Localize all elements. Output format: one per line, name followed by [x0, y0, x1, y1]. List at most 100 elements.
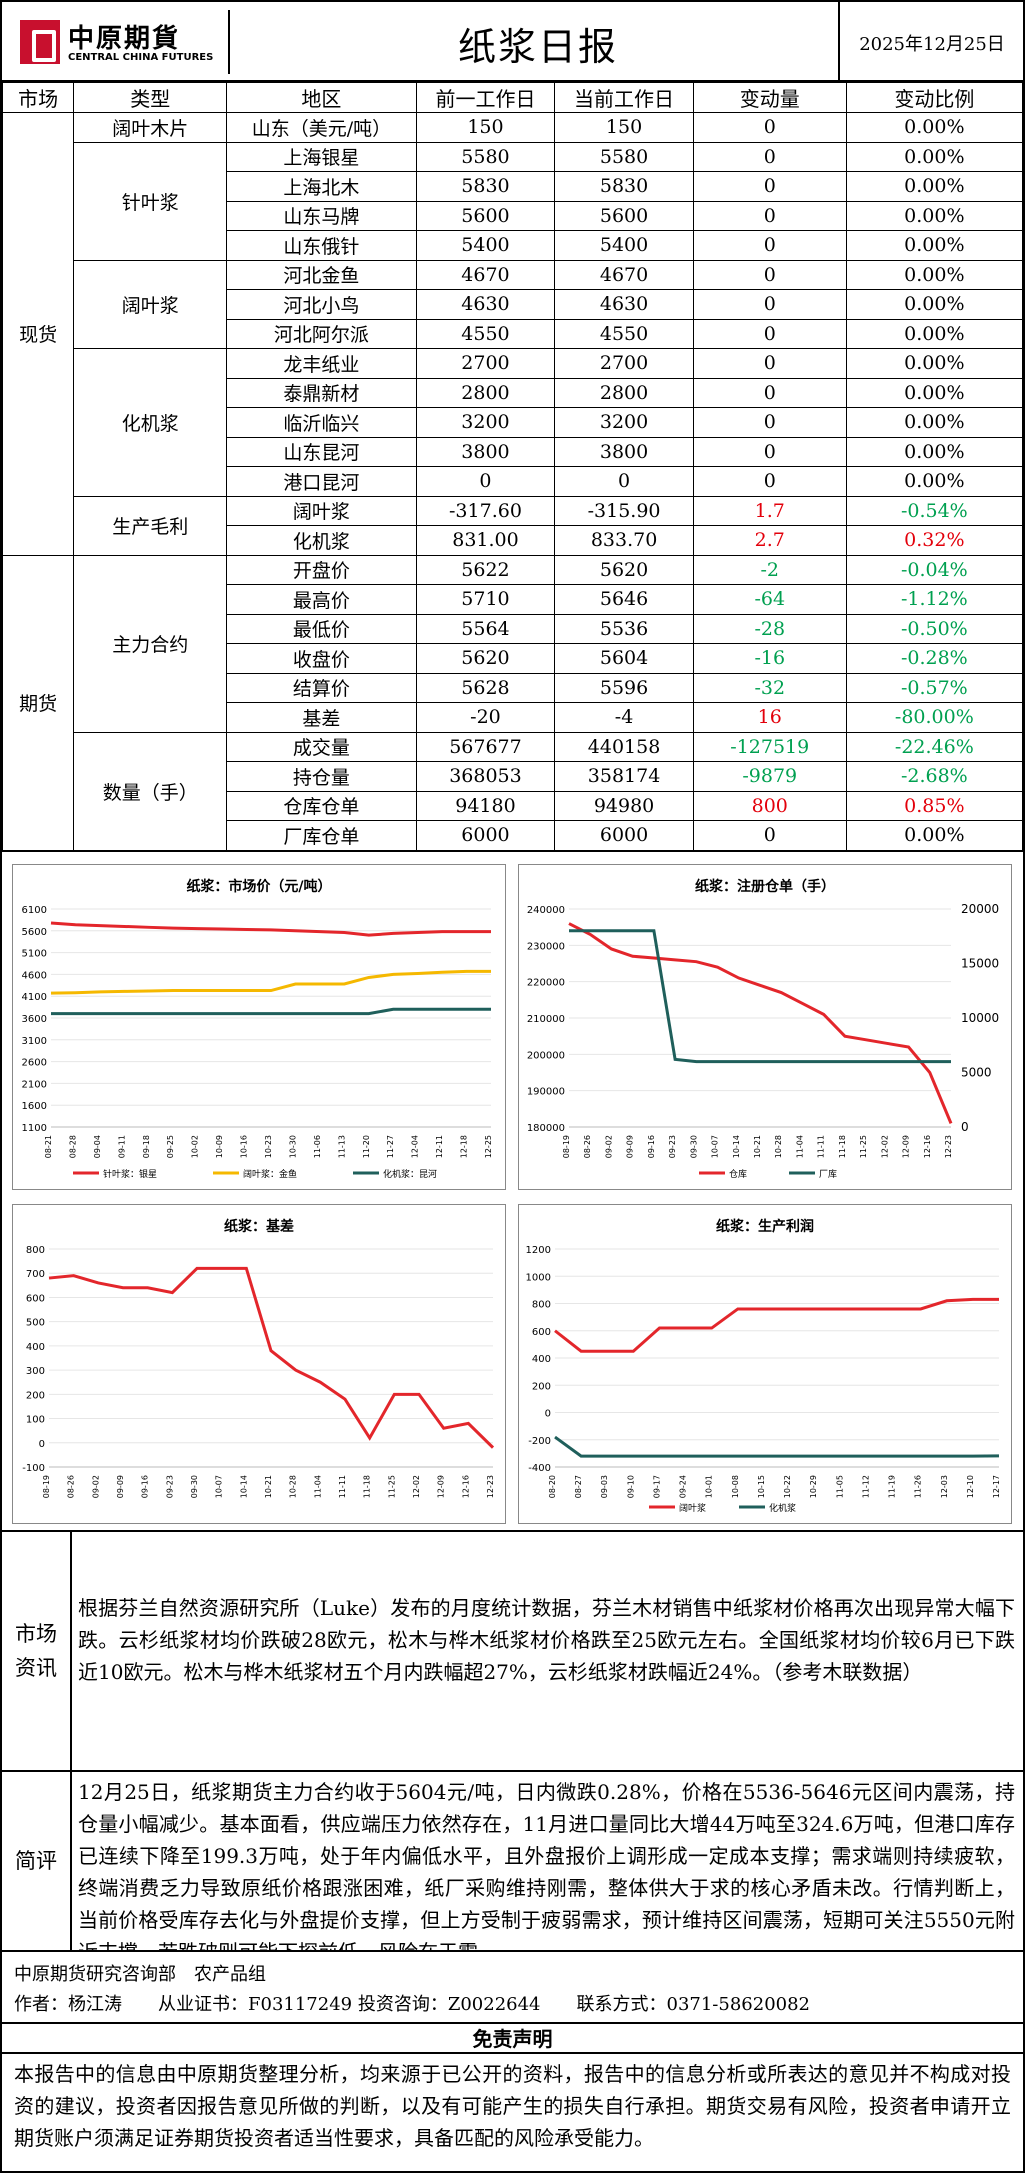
pct-cell: 0.00%: [845, 200, 1024, 231]
x-tick-label: 09-10: [626, 1475, 635, 1498]
prev-cell: 5620: [415, 643, 556, 674]
x-tick-label: 11-12: [861, 1475, 870, 1498]
cur-cell: 150: [554, 112, 694, 143]
company-logo: 中原期貨 CENTRAL CHINA FUTURES: [10, 10, 230, 74]
x-tick-label: 08-19: [562, 1135, 571, 1158]
region-cell: 成交量: [226, 731, 417, 762]
x-tick-label: 11-19: [888, 1475, 897, 1498]
x-tick-label: 10-07: [711, 1135, 720, 1158]
region-cell: 山东（美元/吨）: [226, 112, 417, 143]
series-line: [48, 1266, 495, 1449]
pct-cell: 0.00%: [845, 318, 1024, 349]
chg-cell: 0: [692, 377, 847, 408]
y-tick-label: 230000: [527, 941, 565, 952]
y2-tick-label: 5000: [961, 1066, 992, 1080]
cur-cell: 5646: [554, 584, 694, 615]
column-header: 类型: [73, 82, 228, 113]
prev-cell: 94180: [415, 790, 556, 821]
chg-cell: 0: [692, 436, 847, 467]
x-tick-label: 10-15: [757, 1475, 766, 1498]
region-cell: 仓库仓单: [226, 790, 417, 821]
x-tick-label: 09-24: [679, 1475, 688, 1498]
y-tick-label: 180000: [527, 1123, 565, 1134]
news-label: 市场资讯: [2, 1532, 72, 1770]
table-row: 基差 -20 -4 16 -80.00%: [3, 702, 1024, 733]
y-tick-label: 200: [532, 1381, 551, 1392]
series-line: [50, 969, 491, 995]
table-row: 生产毛利 阔叶浆 -317.60 -315.90 1.7 -0.54%: [3, 495, 1024, 556]
x-tick-label: 12-16: [461, 1475, 470, 1498]
table-row: 化机浆 龙丰纸业 2700 2700 0 0.00%: [3, 348, 1024, 497]
table-row: 港口昆河 0 0 0 0.00%: [3, 466, 1024, 497]
region-cell: 最低价: [226, 613, 417, 644]
cur-cell: 6000: [554, 820, 694, 851]
table-row: 阔叶浆 河北金鱼 4670 4670 0 0.00%: [3, 259, 1024, 349]
prev-cell: 831.00: [415, 525, 556, 556]
table-row: 收盘价 5620 5604 -16 -0.28%: [3, 643, 1024, 674]
x-tick-label: 11-26: [914, 1475, 923, 1498]
chart-production-profit: 纸浆：生产利润 1200 1000 800 600 400 200 0 -200 -400 08-2…: [518, 1204, 1012, 1524]
prev-cell: -20: [415, 702, 556, 733]
type-cell: 生产毛利: [73, 495, 228, 556]
author-info: 作者：杨江涛 从业证书：F03117249 投资咨询：Z0022644 联系方式…: [14, 1994, 811, 2015]
x-tick-label: 09-25: [166, 1135, 175, 1158]
x-tick-label: 11-04: [795, 1135, 804, 1158]
prev-cell: 2800: [415, 377, 556, 408]
x-tick-label: 09-18: [142, 1135, 151, 1158]
pct-cell: 0.85%: [845, 790, 1024, 821]
news-text: 根据芬兰自然资源研究所（Luke）发布的月度统计数据，芬兰木材销售中纸浆材价格再…: [78, 1596, 1015, 1684]
y-tick-label: 5600: [22, 927, 47, 938]
prev-cell: 5564: [415, 613, 556, 644]
region-cell: 化机浆: [226, 525, 417, 556]
prev-cell: 5830: [415, 171, 556, 202]
y-tick-label: 3600: [22, 1014, 47, 1025]
x-tick-label: 12-23: [486, 1475, 495, 1498]
region-cell: 山东昆河: [226, 436, 417, 467]
region-cell: 最高价: [226, 584, 417, 615]
y-tick-label: 500: [26, 1318, 45, 1329]
region-cell: 上海银星: [226, 141, 417, 172]
y2-tick-label: 10000: [961, 1011, 999, 1025]
cur-cell: 4630: [554, 289, 694, 320]
pct-cell: -1.12%: [845, 584, 1024, 615]
x-tick-label: 12-03: [940, 1475, 949, 1498]
type-cell: 化机浆: [73, 348, 228, 497]
x-tick-label: 11-04: [313, 1475, 322, 1498]
cur-cell: 5600: [554, 200, 694, 231]
cur-cell: 5596: [554, 672, 694, 703]
x-tick-label: 12-04: [411, 1135, 420, 1158]
prev-cell: 5400: [415, 230, 556, 261]
pct-cell: -22.46%: [845, 731, 1024, 762]
x-tick-label: 09-09: [626, 1135, 635, 1158]
column-header: 变动量: [692, 82, 847, 113]
y-tick-label: 600: [26, 1293, 45, 1304]
y-tick-label: 4600: [22, 970, 47, 981]
type-cell: 阔叶木片: [73, 112, 228, 143]
x-tick-label: 09-30: [190, 1475, 199, 1498]
y-tick-label: -100: [22, 1463, 45, 1474]
cur-cell: 4550: [554, 318, 694, 349]
prev-cell: 0: [415, 466, 556, 497]
cur-cell: 0: [554, 466, 694, 497]
table-row: 山东俄针 5400 5400 0 0.00%: [3, 230, 1024, 261]
x-tick-label: 09-23: [668, 1135, 677, 1158]
y-tick-label: 800: [26, 1245, 45, 1256]
table-row: 持仓量 368053 358174 -9879 -2.68%: [3, 761, 1024, 792]
type-cell: 针叶浆: [73, 141, 228, 261]
y-tick-label: 400: [26, 1342, 45, 1353]
y-tick-label: 0: [545, 1409, 551, 1420]
legend-label: 化机浆: [769, 1502, 796, 1514]
prev-cell: 3800: [415, 436, 556, 467]
cur-cell: -315.90: [554, 495, 694, 526]
y2-tick-label: 0: [961, 1120, 969, 1134]
pct-cell: 0.00%: [845, 377, 1024, 408]
type-cell: 阔叶浆: [73, 259, 228, 349]
pct-cell: 0.00%: [845, 407, 1024, 438]
chg-cell: 0: [692, 348, 847, 379]
region-cell: 厂库仓单: [226, 820, 417, 851]
prev-cell: 6000: [415, 820, 556, 851]
y-tick-label: 190000: [527, 1087, 565, 1098]
x-tick-label: 11-06: [313, 1135, 322, 1158]
x-tick-label: 11-05: [835, 1475, 844, 1498]
charts-section: 纸浆：市场价（元/吨） 6100 5600 5100 4600 4100 3600 3100 2…: [2, 850, 1023, 1532]
